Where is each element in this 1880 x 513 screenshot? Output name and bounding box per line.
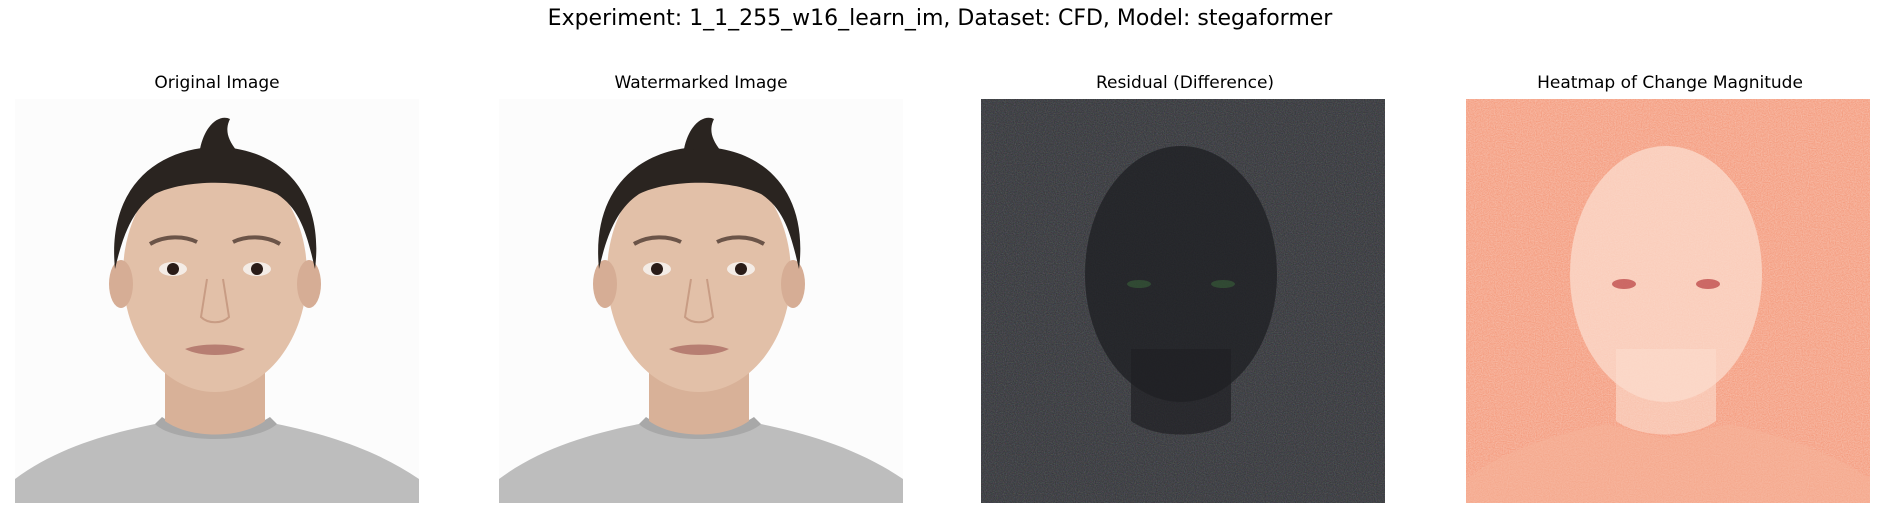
residual-noise-image: [981, 99, 1385, 503]
figure-title: Experiment: 1_1_255_w16_learn_im, Datase…: [547, 6, 1333, 31]
watermarked-face-image: [499, 99, 903, 503]
panel-title-residual: Residual (Difference): [1095, 73, 1275, 93]
heatmap-image: [1466, 99, 1870, 503]
panel-heatmap: Heatmap of Change Magnitude: [1465, 72, 1875, 503]
panel-title-watermarked: Watermarked Image: [614, 73, 788, 93]
panel-watermarked: Watermarked Image: [496, 72, 906, 503]
original-face-image: [15, 99, 419, 503]
panel-title-original: Original Image: [154, 73, 280, 93]
panel-title-heatmap: Heatmap of Change Magnitude: [1537, 73, 1803, 93]
panel-original: Original Image: [12, 72, 422, 503]
panel-residual: Residual (Difference): [980, 72, 1390, 503]
